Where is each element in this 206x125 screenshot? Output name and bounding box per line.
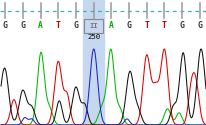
- Text: A: A: [108, 21, 113, 30]
- Text: T: T: [161, 21, 166, 30]
- Text: G: G: [197, 21, 201, 30]
- Text: T: T: [144, 21, 149, 30]
- Bar: [83, 19, 103, 33]
- Text: A: A: [38, 21, 43, 30]
- Text: G: G: [179, 21, 184, 30]
- Text: G: G: [126, 21, 131, 30]
- Text: G: G: [73, 21, 78, 30]
- Text: G: G: [20, 21, 25, 30]
- Text: II: II: [89, 23, 97, 29]
- Text: G: G: [3, 21, 8, 30]
- Text: 250: 250: [87, 34, 100, 40]
- Bar: [83, 0, 104, 125]
- Text: T: T: [56, 21, 60, 30]
